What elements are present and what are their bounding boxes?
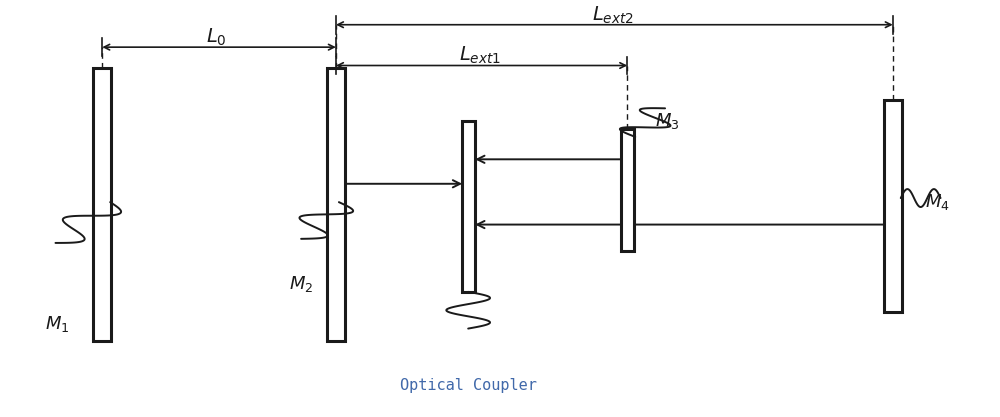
Text: $M_1$: $M_1$ — [45, 314, 70, 334]
Bar — [462, 121, 475, 292]
Bar — [621, 129, 634, 251]
Text: $M_4$: $M_4$ — [925, 192, 950, 212]
Bar — [93, 68, 111, 341]
Bar — [884, 100, 902, 312]
Text: $L_{ext1}$: $L_{ext1}$ — [459, 45, 501, 66]
Text: $M_3$: $M_3$ — [655, 111, 679, 131]
Bar — [327, 68, 345, 341]
Text: Optical Coupler: Optical Coupler — [400, 378, 537, 393]
Text: $M_2$: $M_2$ — [289, 274, 313, 294]
Text: $L_0$: $L_0$ — [206, 26, 227, 48]
Text: $L_{ext2}$: $L_{ext2}$ — [592, 5, 634, 26]
